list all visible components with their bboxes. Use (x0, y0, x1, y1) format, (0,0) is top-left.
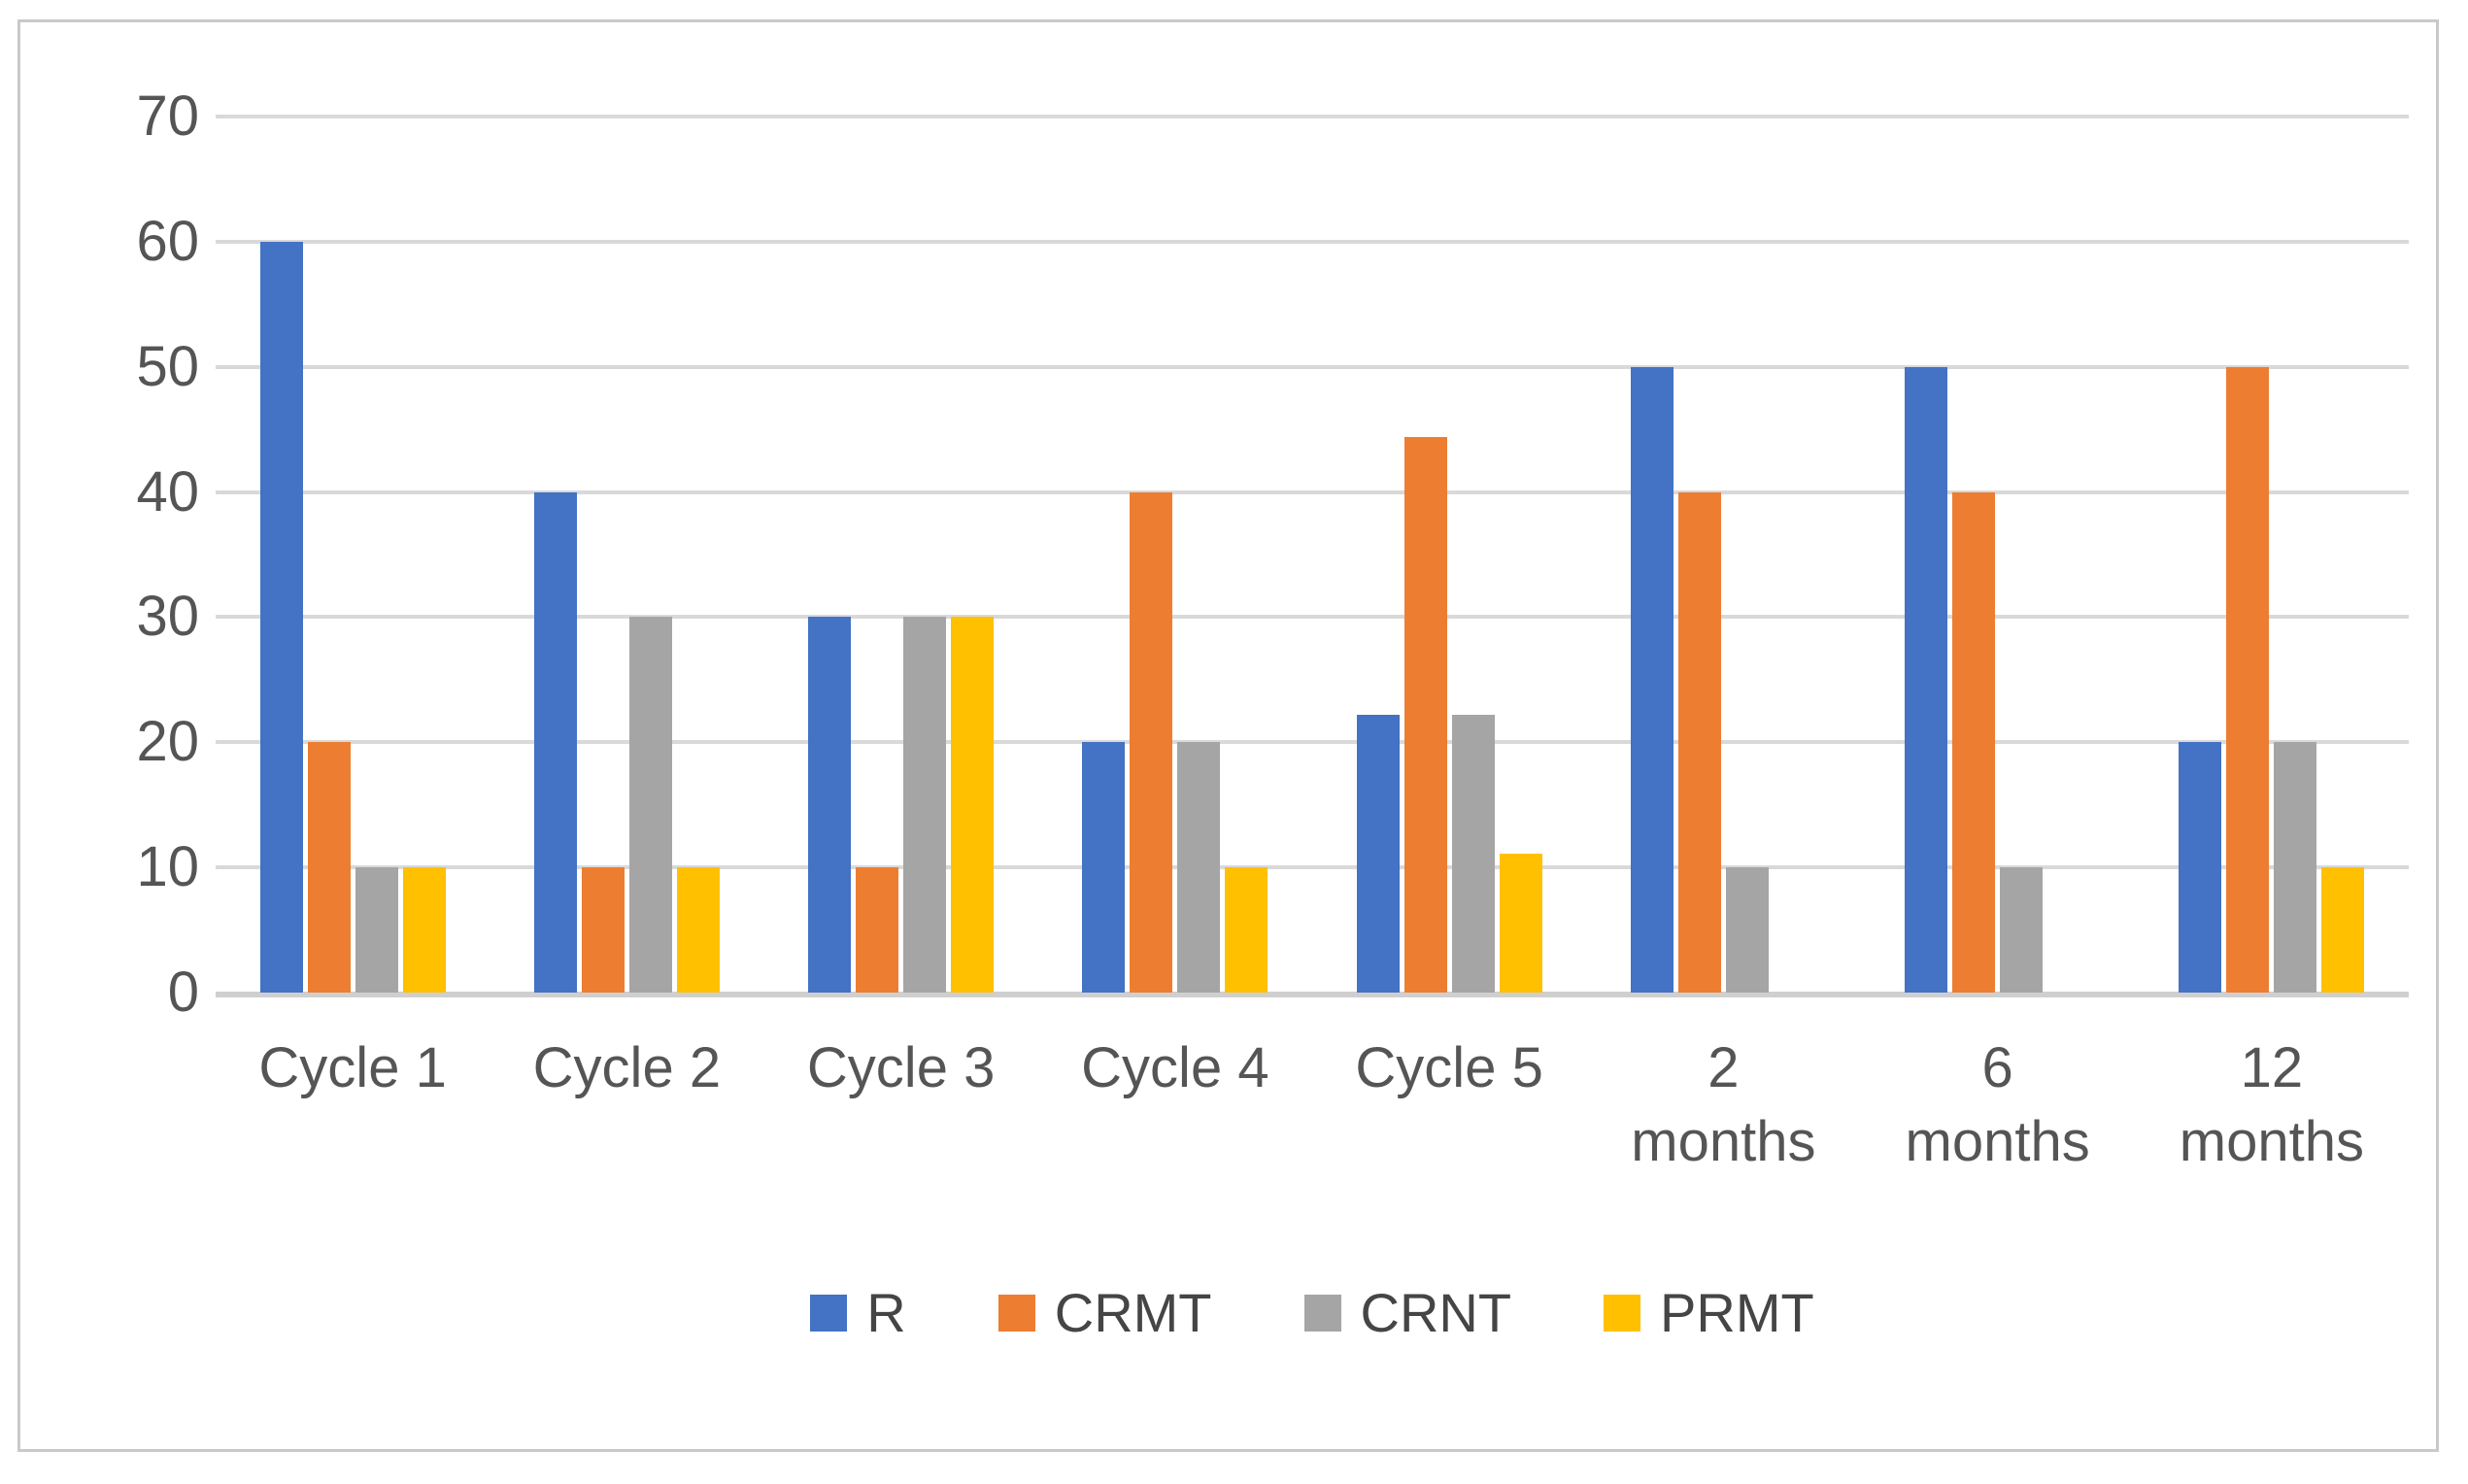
bar-crnt (2274, 742, 2317, 993)
y-tick-label: 0 (167, 961, 199, 1024)
x-category-label: Cycle 5 (1355, 1036, 1543, 1099)
bar-group (490, 117, 763, 993)
bar-crnt (1725, 867, 1769, 993)
bar-crmt (1952, 491, 1996, 993)
legend-label: CRMT (1054, 1282, 1212, 1343)
x-category-label: Cycle 1 (258, 1036, 447, 1099)
bar-r (1356, 714, 1400, 993)
bar-crnt (1451, 714, 1495, 993)
legend-label: PRMT (1660, 1282, 1814, 1343)
x-axis-baseline (216, 992, 2409, 997)
legend-item-r: R (810, 1282, 906, 1343)
bar-r (2179, 742, 2222, 993)
x-category-label: 6 months (1905, 1036, 2090, 1173)
legend-item-prmt: PRMT (1604, 1284, 1814, 1342)
legend-swatch-icon (810, 1295, 848, 1332)
bar-crmt (1677, 491, 1721, 993)
x-category-label: 2 months (1631, 1036, 1816, 1173)
bar-crmt (581, 867, 625, 993)
bar-prmt (2321, 867, 2365, 993)
bar-crnt (2000, 867, 2044, 993)
bar-group (1586, 117, 1860, 993)
bar-prmt (402, 867, 446, 993)
bar-prmt (1499, 853, 1542, 993)
bar-crmt (307, 742, 351, 993)
y-tick-label: 60 (136, 209, 199, 273)
bar-crmt (2226, 366, 2270, 993)
bar-prmt (1225, 867, 1268, 993)
gridline (216, 115, 2409, 118)
legend-swatch-icon (997, 1295, 1035, 1332)
bar-group (1038, 117, 1312, 993)
y-tick-label: 40 (136, 459, 199, 523)
x-category-label: Cycle 4 (1081, 1036, 1269, 1099)
bar-r (1905, 366, 1948, 993)
bar-crnt (1177, 742, 1221, 993)
legend-swatch-icon (1604, 1295, 1641, 1332)
y-tick-label: 30 (136, 585, 199, 649)
gridline (216, 239, 2409, 244)
bar-crnt (628, 617, 672, 993)
bar-group (1312, 117, 1586, 993)
x-category-label: Cycle 2 (532, 1036, 722, 1099)
bar-crmt (1130, 491, 1173, 993)
gridline (216, 740, 2409, 745)
plot-area (216, 115, 2409, 997)
y-tick-label: 10 (136, 835, 199, 899)
legend-item-crmt: CRMT (997, 1282, 1212, 1343)
bar-r (533, 491, 577, 993)
legend-label: CRNT (1360, 1282, 1512, 1343)
bar-group (2135, 117, 2409, 993)
y-tick-label: 20 (136, 710, 199, 774)
legend-swatch-icon (1303, 1295, 1341, 1332)
bar-crnt (903, 617, 947, 993)
bar-group (764, 117, 1038, 993)
legend-item-crnt: CRNT (1303, 1282, 1512, 1343)
gridline (216, 489, 2409, 494)
x-category-label: 12 months (2179, 1036, 2364, 1173)
y-tick-label: 70 (136, 84, 199, 148)
bar-group (1861, 117, 2135, 993)
legend: R CRMT CRNT PRMT (216, 1284, 2409, 1342)
legend-label: R (866, 1282, 906, 1343)
bar-r (808, 617, 852, 993)
bar-crmt (856, 867, 899, 993)
bar-crnt (355, 867, 398, 993)
gridline (216, 364, 2409, 369)
bar-group (216, 117, 490, 993)
bar-r (1082, 742, 1126, 993)
bar-crmt (1403, 436, 1447, 993)
bar-r (1630, 366, 1674, 993)
chart-outer-border (17, 19, 2439, 1452)
gridline (216, 865, 2409, 870)
bar-prmt (676, 867, 720, 993)
y-tick-label: 50 (136, 334, 199, 398)
bar-r (259, 241, 303, 993)
gridline (216, 615, 2409, 620)
bar-prmt (951, 617, 995, 993)
x-category-label: Cycle 3 (806, 1036, 996, 1099)
